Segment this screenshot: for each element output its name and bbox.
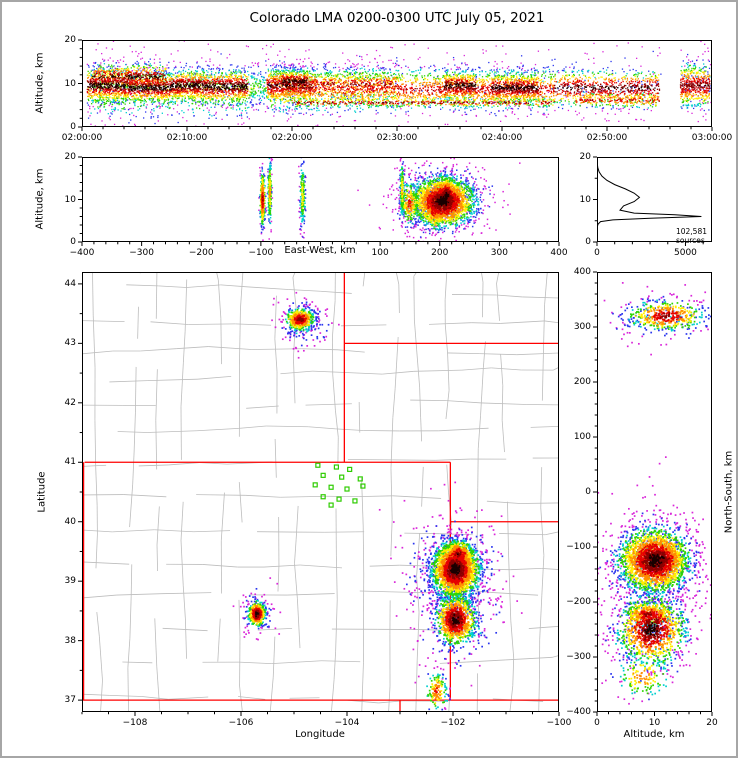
map-y-tick-label: 40 <box>64 516 76 527</box>
north_south-y-tick-label: 400 <box>573 267 591 277</box>
time_height-x-tick-label: 02:40:00 <box>481 133 523 143</box>
north_south-x-tick-label: 10 <box>648 718 661 728</box>
east_west-y-tick-label: 10 <box>64 194 76 205</box>
map-ylabel: Latitude <box>36 471 48 513</box>
east_west-x-tick-label: 300 <box>490 248 508 258</box>
panel-map-frame <box>82 272 559 712</box>
north_south-x-tick-label: 20 <box>706 718 718 728</box>
time_height-x-tick-label: 02:50:00 <box>586 133 628 143</box>
map-y-tick-label: 39 <box>64 576 76 587</box>
panel-time-height-frame <box>82 40 712 127</box>
east_west-x-tick-label: 400 <box>550 248 568 258</box>
source-count-annotation: 102,581 sources <box>675 227 707 245</box>
time-height-ylabel: Altitude, km <box>34 52 46 114</box>
north_south-y-tick-label: 300 <box>573 322 591 332</box>
east-west-ylabel: Altitude, km <box>34 168 46 230</box>
map-y-tick-label: 38 <box>64 635 76 646</box>
map-y-tick-label: 44 <box>64 278 76 289</box>
north-south-ylabel: North-South, km <box>723 450 735 534</box>
north-south-xlabel: Altitude, km <box>623 729 685 740</box>
time_height-x-tick-label: 02:30:00 <box>376 133 418 143</box>
north_south-y-tick-label: −400 <box>566 707 591 717</box>
map-x-tick-label: −100 <box>546 718 572 728</box>
time_height-y-tick-label: 10 <box>64 78 76 89</box>
east_west-y-tick-label: 20 <box>64 152 76 162</box>
north_south-y-tick-label: 100 <box>573 432 591 442</box>
time_height-y-tick-label: 0 <box>70 122 76 132</box>
map-y-tick-label: 43 <box>64 338 76 349</box>
histogram-y-tick-label: 10 <box>579 194 591 205</box>
map-x-tick-label: −108 <box>122 718 148 728</box>
time_height-x-tick-label: 02:10:00 <box>166 133 208 143</box>
figure-title: Colorado LMA 0200-0300 UTC July 05, 2021 <box>249 10 545 26</box>
map-xlabel: Longitude <box>295 729 345 740</box>
panel-north-south-frame <box>597 272 712 712</box>
east_west-x-tick-label: −400 <box>69 248 95 258</box>
map-x-tick-label: −104 <box>334 718 360 728</box>
map-x-tick-label: −102 <box>440 718 466 728</box>
north_south-y-tick-label: −200 <box>566 597 591 607</box>
histogram-x-tick-label: 5000 <box>674 248 697 258</box>
panel-histogram-frame <box>597 157 712 242</box>
east_west-y-tick-label: 0 <box>70 237 76 247</box>
time_height-x-tick-label: 03:00:00 <box>691 133 733 143</box>
map-y-tick-label: 37 <box>64 695 76 706</box>
east_west-x-tick-label: −200 <box>188 248 214 258</box>
histogram-y-tick-label: 0 <box>585 237 591 247</box>
time_height-x-tick-label: 02:20:00 <box>271 133 313 143</box>
east-west-xlabel: East-West, km <box>284 245 356 256</box>
east_west-x-tick-label: −300 <box>129 248 154 258</box>
histogram-x-tick-label: 0 <box>594 248 600 258</box>
north_south-x-tick-label: 0 <box>594 718 600 728</box>
map-y-tick-label: 41 <box>64 457 76 468</box>
time_height-y-tick-label: 20 <box>64 35 76 45</box>
north_south-y-tick-label: −100 <box>566 542 591 552</box>
east_west-x-tick-label: −100 <box>248 248 274 258</box>
map-y-tick-label: 42 <box>64 397 76 408</box>
north_south-y-tick-label: 200 <box>573 377 591 387</box>
time_height-x-tick-label: 02:00:00 <box>61 133 103 143</box>
north_south-y-tick-label: −300 <box>566 652 591 662</box>
north_south-y-tick-label: 0 <box>585 487 591 497</box>
panel-east-west-frame <box>82 157 559 242</box>
histogram-y-tick-label: 20 <box>579 152 591 162</box>
east_west-x-tick-label: 100 <box>371 248 389 258</box>
map-x-tick-label: −106 <box>228 718 254 728</box>
east_west-x-tick-label: 200 <box>431 248 449 258</box>
